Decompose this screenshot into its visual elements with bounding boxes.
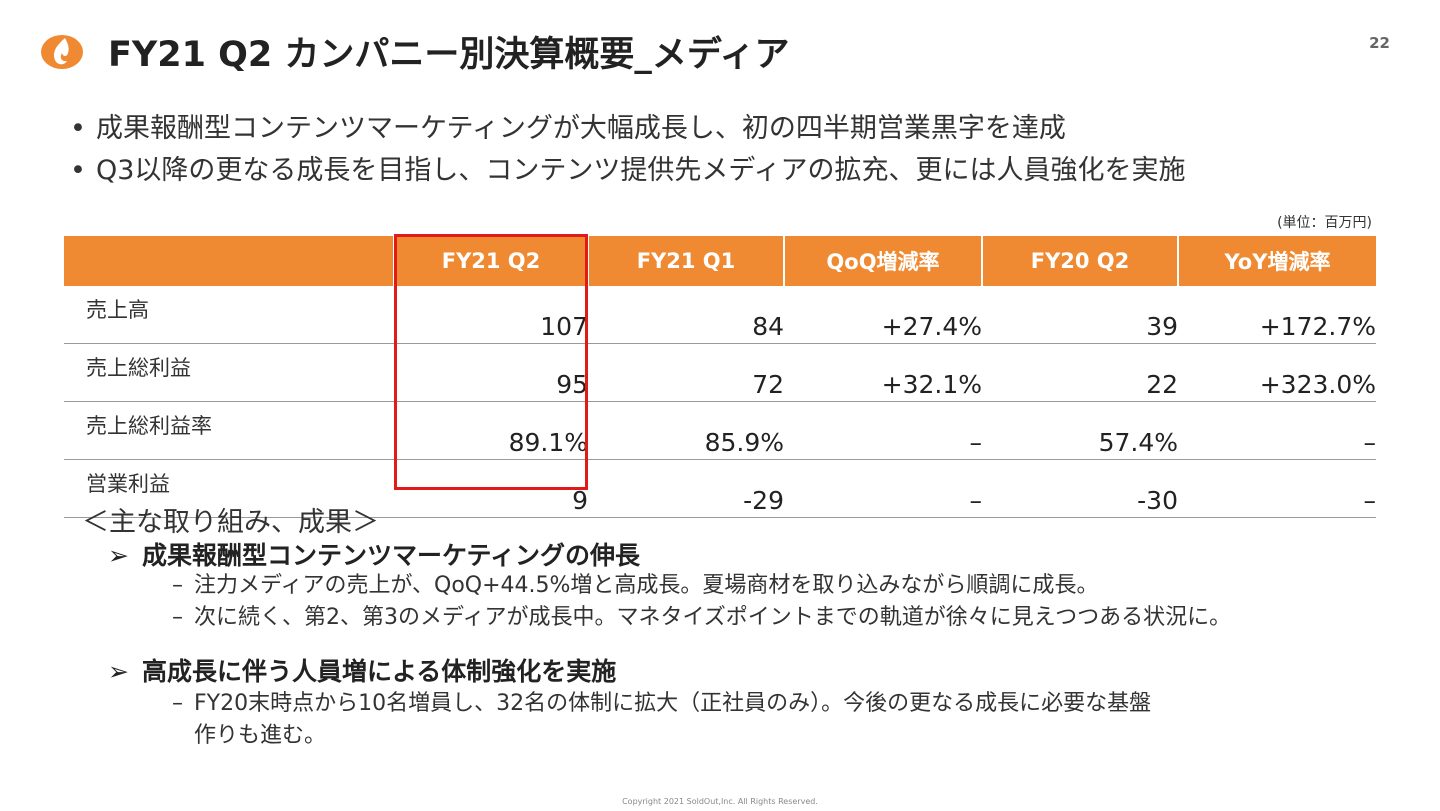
flame-logo-icon bbox=[40, 34, 84, 70]
table-cell: +323.0% bbox=[1178, 343, 1376, 402]
fy21-q2-highlight-box bbox=[394, 234, 588, 490]
initiative-item-text: FY20末時点から10名増員し、32名の体制に拡大（正社員のみ）。今後の更なる成… bbox=[194, 691, 1152, 716]
initiative-item: – 次に続く、第2、第3のメディアが成長中。マネタイズポイントまでの軌道が徐々に見… bbox=[172, 602, 1231, 634]
initiative-item-text: 次に続く、第2、第3のメディアが成長中。マネタイズポイントまでの軌道が徐々に見え… bbox=[194, 605, 1232, 630]
dash-marker: – bbox=[172, 605, 183, 630]
summary-bullets: • 成果報酬型コンテンツマーケティングが大幅成長し、初の四半期営業黒字を達成 • Q… bbox=[70, 108, 1186, 192]
table-cell: +32.1% bbox=[784, 343, 982, 402]
copyright-notice: Copyright 2021 SoldOut,Inc. All Rights R… bbox=[622, 797, 818, 806]
summary-bullet: • 成果報酬型コンテンツマーケティングが大幅成長し、初の四半期営業黒字を達成 bbox=[70, 108, 1186, 150]
table-row: 売上総利益 95 72 +32.1% 22 +323.0% bbox=[64, 343, 1376, 402]
bullet-marker: • bbox=[70, 113, 86, 144]
table-cell: -29 bbox=[588, 459, 784, 518]
initiative-item-text: 注力メディアの売上が、QoQ+44.5%増と高成長。夏場商材を取り込みながら順調… bbox=[194, 573, 1099, 598]
table-row: 売上総利益率 89.1% 85.9% – 57.4% – bbox=[64, 401, 1376, 460]
initiatives-heading: ＜主な取り組み、成果＞ bbox=[82, 507, 379, 538]
initiative-title: ➢ 成果報酬型コンテンツマーケティングの伸長 bbox=[108, 536, 640, 572]
bullet-text: 成果報酬型コンテンツマーケティングが大幅成長し、初の四半期営業黒字を達成 bbox=[96, 113, 1066, 144]
unit-note: (単位：百万円) bbox=[1277, 215, 1372, 231]
row-label: 売上高 bbox=[64, 286, 394, 344]
bullet-marker: • bbox=[70, 155, 86, 186]
initiative-item-continuation: 作りも進む。 bbox=[194, 723, 327, 748]
arrow-bullet-icon: ➢ bbox=[108, 541, 129, 570]
table-cell: 107 bbox=[394, 286, 588, 344]
table-cell: +172.7% bbox=[1178, 286, 1376, 344]
header-cell-fy20-q2: FY20 Q2 bbox=[981, 236, 1178, 286]
table-row: 営業利益 9 -29 – -30 – bbox=[64, 459, 1376, 518]
initiative-title-text: 成果報酬型コンテンツマーケティングの伸長 bbox=[142, 541, 641, 570]
initiative-title: ➢ 高成長に伴う人員増による体制強化を実施 bbox=[108, 652, 616, 688]
table-row: 売上高 107 84 +27.4% 39 +172.7% bbox=[64, 286, 1376, 344]
row-label: 売上総利益率 bbox=[64, 401, 394, 460]
initiative-item: – FY20末時点から10名増員し、32名の体制に拡大（正社員のみ）。今後の更なる… bbox=[172, 688, 1151, 752]
initiative-title-text: 高成長に伴う人員増による体制強化を実施 bbox=[142, 657, 617, 686]
table-cell: 84 bbox=[588, 286, 784, 344]
table-cell: 85.9% bbox=[588, 401, 784, 460]
header-cell-qoq: QoQ増減率 bbox=[783, 236, 982, 286]
table-cell: 57.4% bbox=[982, 401, 1178, 460]
table-cell: 22 bbox=[982, 343, 1178, 402]
financial-summary-table: FY21 Q2 FY21 Q1 QoQ増減率 FY20 Q2 YoY増減率 売上… bbox=[64, 236, 1376, 518]
header-cell-yoy: YoY増減率 bbox=[1177, 236, 1376, 286]
table-cell: -30 bbox=[982, 459, 1178, 518]
header-cell-fy21-q2: FY21 Q2 bbox=[393, 236, 588, 286]
arrow-bullet-icon: ➢ bbox=[108, 657, 129, 686]
table-cell: – bbox=[784, 459, 982, 518]
table-cell: – bbox=[1178, 459, 1376, 518]
initiative-item: – 注力メディアの売上が、QoQ+44.5%増と高成長。夏場商材を取り込みながら順… bbox=[172, 570, 1098, 602]
table-cell: +27.4% bbox=[784, 286, 982, 344]
table-cell: – bbox=[1178, 401, 1376, 460]
table-cell: 95 bbox=[394, 343, 588, 402]
dash-marker: – bbox=[172, 691, 183, 716]
summary-bullet: • Q3以降の更なる成長を目指し、コンテンツ提供先メディアの拡充、更には人員強化を… bbox=[70, 150, 1186, 192]
dash-marker: – bbox=[172, 573, 183, 598]
row-label: 売上総利益 bbox=[64, 343, 394, 402]
table-cell: 89.1% bbox=[394, 401, 588, 460]
table-cell: 39 bbox=[982, 286, 1178, 344]
table-cell: 72 bbox=[588, 343, 784, 402]
table-header-row: FY21 Q2 FY21 Q1 QoQ増減率 FY20 Q2 YoY増減率 bbox=[64, 236, 1376, 286]
header-cell-fy21-q1: FY21 Q1 bbox=[587, 236, 784, 286]
header-cell-label bbox=[64, 236, 394, 286]
bullet-text: Q3以降の更なる成長を目指し、コンテンツ提供先メディアの拡充、更には人員強化を実… bbox=[96, 155, 1186, 186]
page-number: 22 bbox=[1369, 34, 1390, 52]
table-cell: – bbox=[784, 401, 982, 460]
page-title: FY21 Q2 カンパニー別決算概要_メディア bbox=[108, 35, 790, 75]
row-label: 営業利益 bbox=[64, 459, 394, 518]
